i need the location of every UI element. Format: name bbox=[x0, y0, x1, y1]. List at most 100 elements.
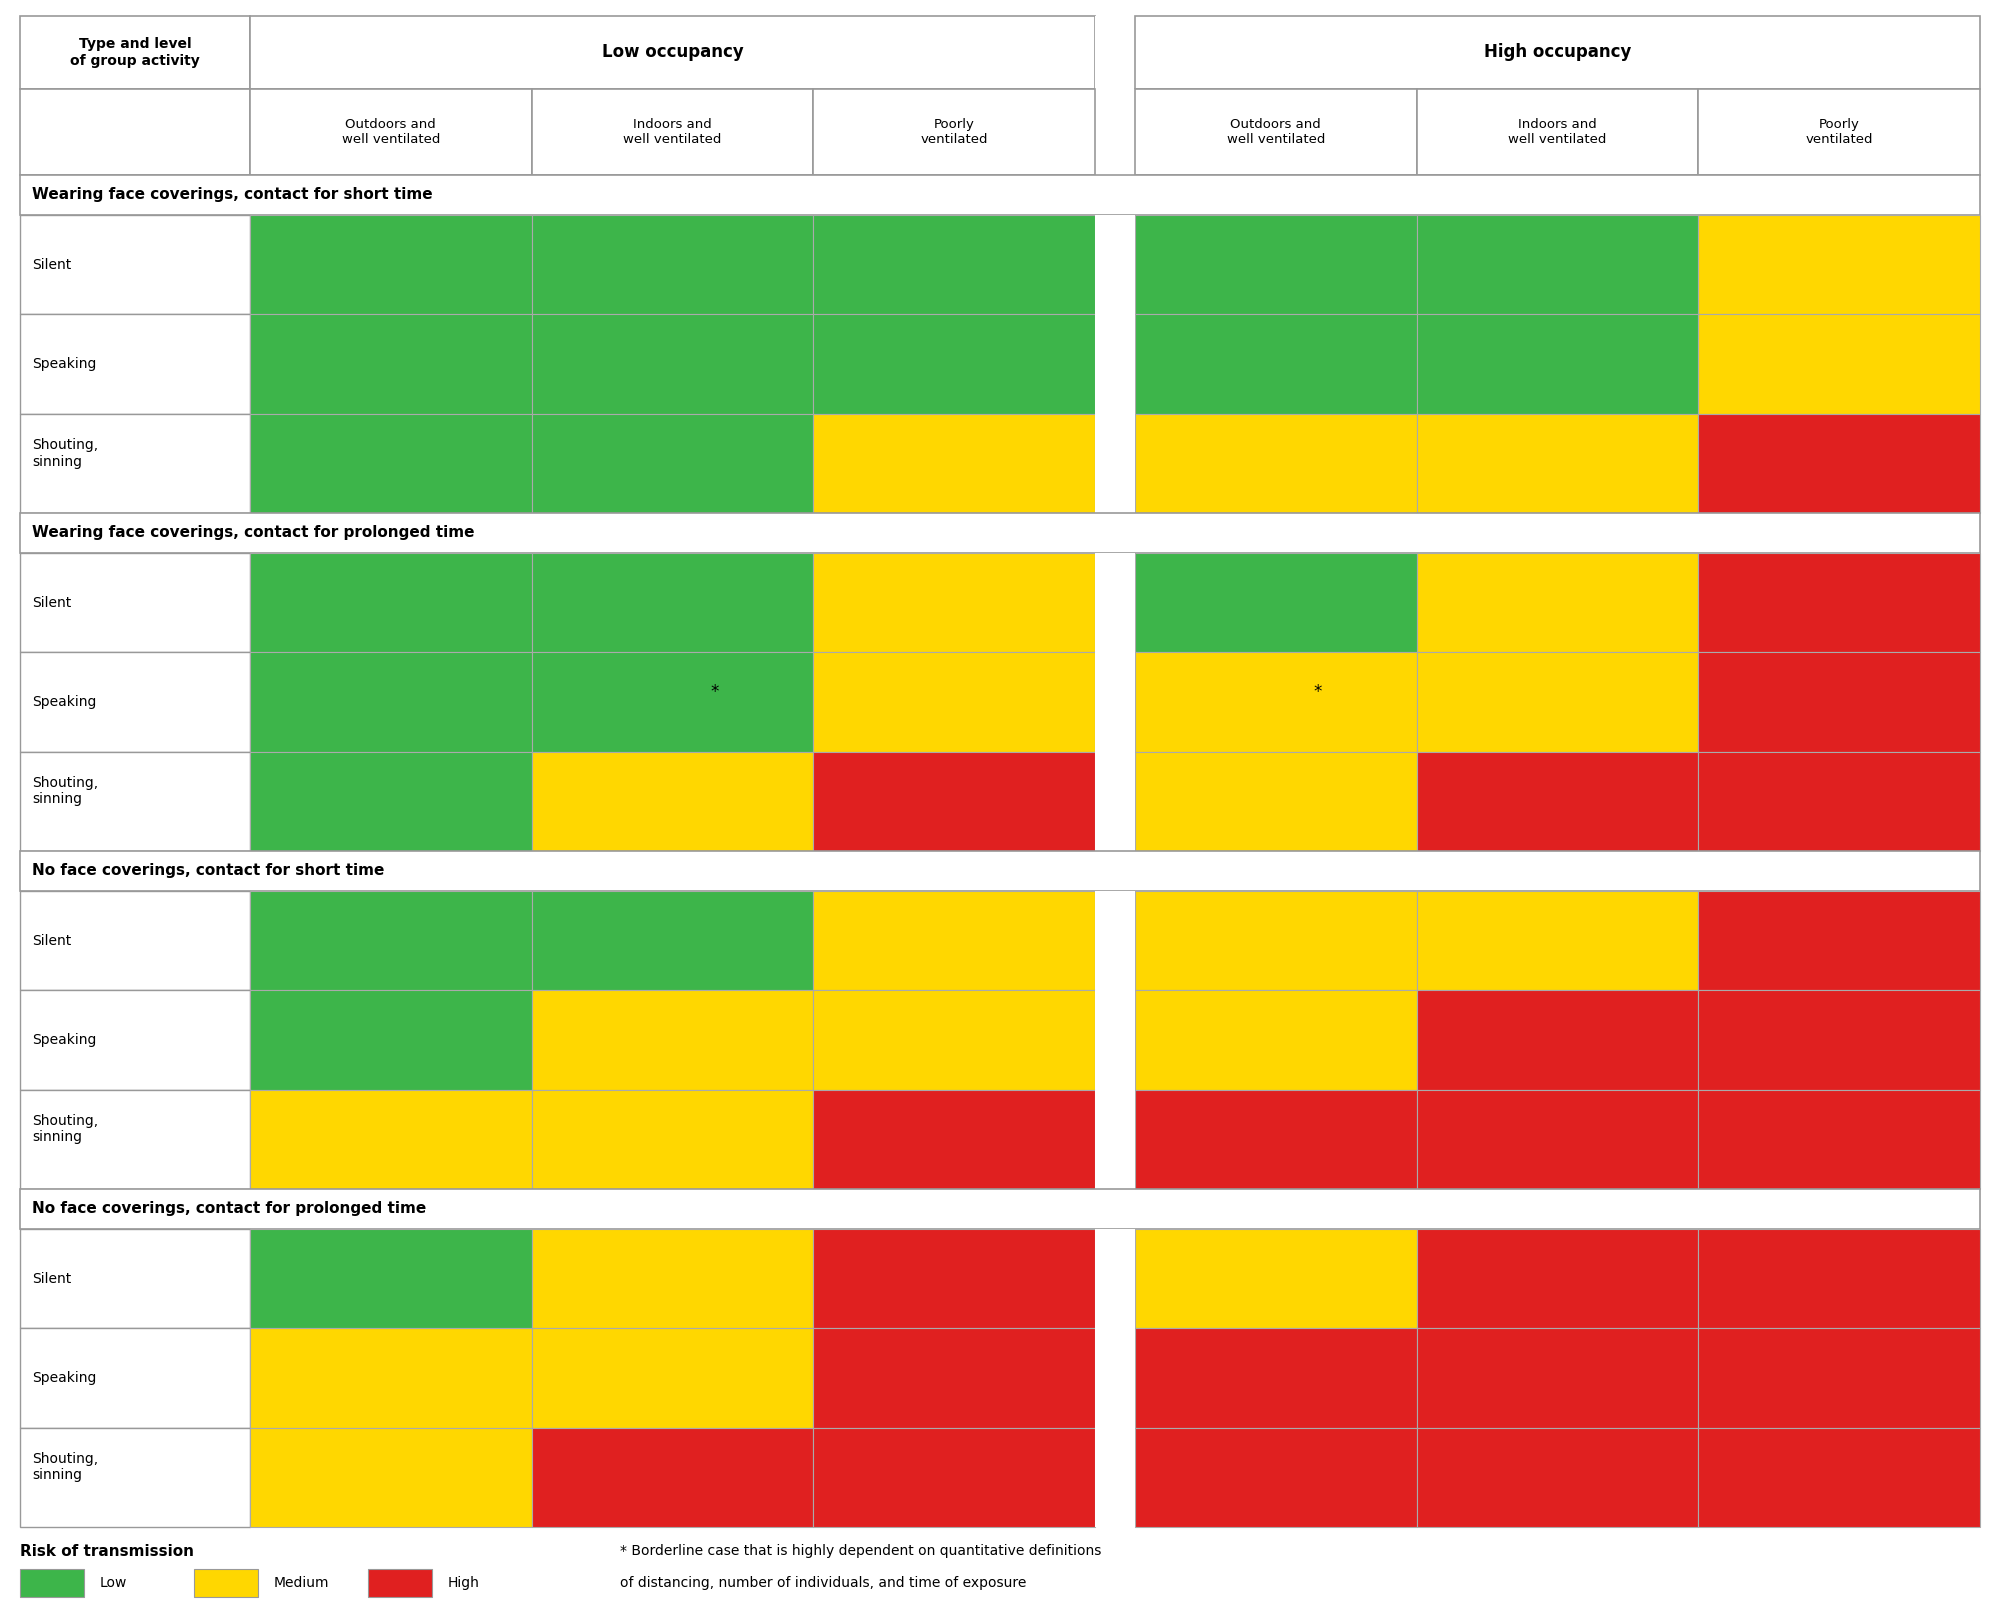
Bar bbox=[1136, 214, 1416, 315]
Bar bbox=[1096, 990, 1136, 1089]
Bar bbox=[532, 315, 814, 414]
Bar bbox=[250, 414, 532, 513]
Bar bbox=[532, 652, 814, 752]
Bar bbox=[532, 1329, 814, 1428]
Text: Medium: Medium bbox=[274, 1577, 330, 1589]
Bar bbox=[20, 652, 250, 752]
Text: Shouting,
sinning: Shouting, sinning bbox=[32, 1452, 98, 1482]
Bar bbox=[20, 752, 250, 851]
Text: Silent: Silent bbox=[32, 595, 72, 609]
Bar bbox=[1416, 752, 1698, 851]
Bar bbox=[250, 214, 532, 315]
Bar bbox=[1416, 315, 1698, 414]
Text: Silent: Silent bbox=[32, 257, 72, 272]
Bar bbox=[20, 174, 1980, 214]
Text: *: * bbox=[710, 683, 718, 700]
Bar bbox=[1096, 90, 1136, 174]
Bar bbox=[250, 1089, 532, 1190]
Bar bbox=[1136, 1228, 1416, 1329]
Text: No face coverings, contact for short time: No face coverings, contact for short tim… bbox=[32, 863, 384, 878]
Bar bbox=[250, 891, 532, 990]
Bar bbox=[1136, 1428, 1416, 1527]
Bar bbox=[20, 513, 1980, 553]
Bar bbox=[814, 1089, 1096, 1190]
Bar bbox=[368, 1569, 432, 1597]
Text: Speaking: Speaking bbox=[32, 357, 96, 371]
Text: Shouting,
sinning: Shouting, sinning bbox=[32, 776, 98, 806]
Bar bbox=[1416, 414, 1698, 513]
Bar bbox=[1698, 1089, 1980, 1190]
Bar bbox=[1096, 16, 1136, 90]
Bar bbox=[1416, 1089, 1698, 1190]
Bar bbox=[250, 1228, 532, 1329]
Text: Outdoors and
well ventilated: Outdoors and well ventilated bbox=[342, 118, 440, 146]
Bar bbox=[1136, 990, 1416, 1089]
Bar bbox=[814, 414, 1096, 513]
Bar bbox=[250, 1329, 532, 1428]
Bar bbox=[1136, 414, 1416, 513]
Bar bbox=[20, 315, 250, 414]
Bar bbox=[532, 1089, 814, 1190]
Bar bbox=[532, 1228, 814, 1329]
Text: Type and level
of group activity: Type and level of group activity bbox=[70, 37, 200, 67]
Bar bbox=[20, 851, 1980, 891]
Bar bbox=[1416, 891, 1698, 990]
Text: Indoors and
well ventilated: Indoors and well ventilated bbox=[1508, 118, 1606, 146]
Bar bbox=[20, 891, 250, 990]
Bar bbox=[1096, 214, 1136, 315]
Bar bbox=[20, 1569, 84, 1597]
Text: Speaking: Speaking bbox=[32, 1370, 96, 1385]
Bar bbox=[1096, 752, 1136, 851]
Text: Silent: Silent bbox=[32, 1271, 72, 1286]
Bar bbox=[532, 414, 814, 513]
Bar bbox=[532, 752, 814, 851]
Bar bbox=[250, 16, 1096, 90]
Text: * Borderline case that is highly dependent on quantitative definitions: * Borderline case that is highly depende… bbox=[620, 1545, 1102, 1557]
Bar bbox=[20, 1089, 250, 1190]
Bar bbox=[250, 553, 532, 652]
Bar bbox=[1698, 414, 1980, 513]
Bar bbox=[1416, 652, 1698, 752]
Bar bbox=[1698, 553, 1980, 652]
Bar bbox=[814, 652, 1096, 752]
Bar bbox=[1698, 1428, 1980, 1527]
Bar bbox=[1136, 891, 1416, 990]
Bar bbox=[532, 553, 814, 652]
Bar bbox=[1416, 214, 1698, 315]
Text: Low occupancy: Low occupancy bbox=[602, 43, 744, 61]
Bar bbox=[1416, 1428, 1698, 1527]
Bar bbox=[20, 214, 250, 315]
Bar bbox=[20, 553, 250, 652]
Bar bbox=[20, 990, 250, 1089]
Bar bbox=[1698, 990, 1980, 1089]
Bar bbox=[1096, 891, 1136, 990]
Bar bbox=[1096, 1228, 1136, 1329]
Bar bbox=[1136, 90, 1416, 174]
Text: High: High bbox=[448, 1577, 480, 1589]
Text: Poorly
ventilated: Poorly ventilated bbox=[1806, 118, 1872, 146]
Text: Poorly
ventilated: Poorly ventilated bbox=[920, 118, 988, 146]
Bar bbox=[1416, 1329, 1698, 1428]
Bar bbox=[1698, 891, 1980, 990]
Bar bbox=[1698, 1228, 1980, 1329]
Bar bbox=[1136, 1329, 1416, 1428]
Text: Shouting,
sinning: Shouting, sinning bbox=[32, 1115, 98, 1145]
Text: Speaking: Speaking bbox=[32, 696, 96, 708]
Bar bbox=[1416, 1228, 1698, 1329]
Bar bbox=[250, 752, 532, 851]
Text: Wearing face coverings, contact for prolonged time: Wearing face coverings, contact for prol… bbox=[32, 526, 474, 540]
Text: Outdoors and
well ventilated: Outdoors and well ventilated bbox=[1226, 118, 1326, 146]
Text: Wearing face coverings, contact for short time: Wearing face coverings, contact for shor… bbox=[32, 187, 432, 203]
Bar bbox=[250, 90, 532, 174]
Bar bbox=[532, 214, 814, 315]
Bar bbox=[1698, 652, 1980, 752]
Bar bbox=[1416, 553, 1698, 652]
Bar bbox=[814, 214, 1096, 315]
Bar bbox=[1698, 752, 1980, 851]
Bar bbox=[1096, 315, 1136, 414]
Text: Low: Low bbox=[100, 1577, 128, 1589]
Bar bbox=[532, 891, 814, 990]
Text: High occupancy: High occupancy bbox=[1484, 43, 1632, 61]
Text: No face coverings, contact for prolonged time: No face coverings, contact for prolonged… bbox=[32, 1201, 426, 1217]
Text: *: * bbox=[1314, 683, 1322, 700]
